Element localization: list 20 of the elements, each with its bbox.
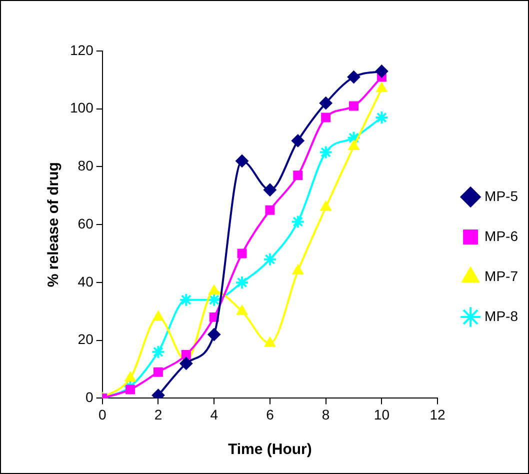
y-tick-label: 0 (86, 389, 94, 406)
legend-label: MP-7 (484, 268, 518, 284)
x-tick-label: 0 (98, 406, 106, 422)
y-tick-label: 60 (78, 215, 94, 232)
x-axis-title: Time (Hour) (228, 441, 312, 458)
y-tick-label: 100 (70, 100, 94, 116)
x-tick-label: 2 (154, 406, 162, 422)
y-tick-label: 20 (78, 331, 94, 348)
y-tick-label: 120 (70, 42, 94, 58)
y-tick-label: 80 (78, 158, 94, 174)
x-tick-label: 6 (266, 406, 274, 422)
y-tick-label: 40 (78, 273, 94, 290)
legend-label: MP-6 (484, 228, 518, 244)
legend-label: MP-8 (484, 308, 518, 324)
x-tick-label: 4 (210, 406, 218, 422)
x-tick-label: 10 (374, 406, 390, 422)
x-tick-label: 12 (430, 406, 446, 422)
y-axis-title: % release of drug (45, 162, 62, 288)
legend-label: MP-5 (484, 188, 518, 204)
x-tick-label: 8 (322, 406, 330, 422)
